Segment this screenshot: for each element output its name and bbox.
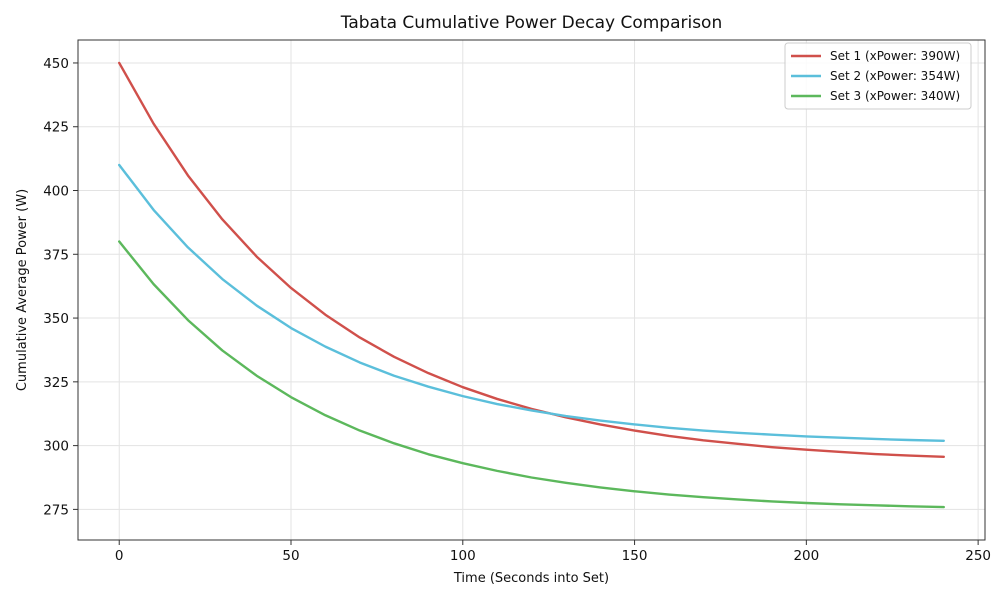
series-line-set-2 bbox=[118, 163, 945, 442]
y-tick-label: 275 bbox=[43, 502, 69, 518]
legend-label-set-3: Set 3 (xPower: 340W) bbox=[830, 89, 960, 103]
y-tick-label: 325 bbox=[43, 375, 69, 391]
x-tick-label: 50 bbox=[282, 548, 299, 564]
x-tick-label: 150 bbox=[622, 548, 648, 564]
legend-label-set-2: Set 2 (xPower: 354W) bbox=[830, 69, 960, 83]
series-line-set-3 bbox=[118, 240, 945, 509]
x-axis-label: Time (Seconds into Set) bbox=[453, 571, 609, 586]
x-tick-label: 200 bbox=[793, 548, 819, 564]
y-tick-label: 425 bbox=[43, 120, 69, 136]
y-tick-label: 375 bbox=[43, 247, 69, 263]
y-tick-label: 450 bbox=[43, 56, 69, 72]
legend-label-set-1: Set 1 (xPower: 390W) bbox=[830, 49, 960, 63]
tick-layer: 0 50 100 150 200 250 275 300 325 350 375 400 425 450 bbox=[43, 56, 991, 564]
x-tick-label: 0 bbox=[115, 548, 124, 564]
y-tick-label: 300 bbox=[43, 439, 69, 455]
grid-layer bbox=[78, 40, 985, 540]
x-tick-label: 100 bbox=[450, 548, 476, 564]
x-tick-label: 250 bbox=[965, 548, 991, 564]
plot-frame bbox=[77, 39, 986, 541]
y-axis-label: Cumulative Average Power (W) bbox=[15, 189, 30, 391]
legend: Set 1 (xPower: 390W) Set 2 (xPower: 354W)… bbox=[784, 42, 972, 110]
y-tick-label: 400 bbox=[43, 184, 69, 200]
series-line-set-1 bbox=[118, 61, 945, 459]
chart-title: Tabata Cumulative Power Decay Comparison bbox=[340, 13, 722, 33]
series-layer bbox=[118, 61, 945, 509]
y-tick-label: 350 bbox=[43, 311, 69, 327]
legend-box bbox=[784, 42, 972, 110]
